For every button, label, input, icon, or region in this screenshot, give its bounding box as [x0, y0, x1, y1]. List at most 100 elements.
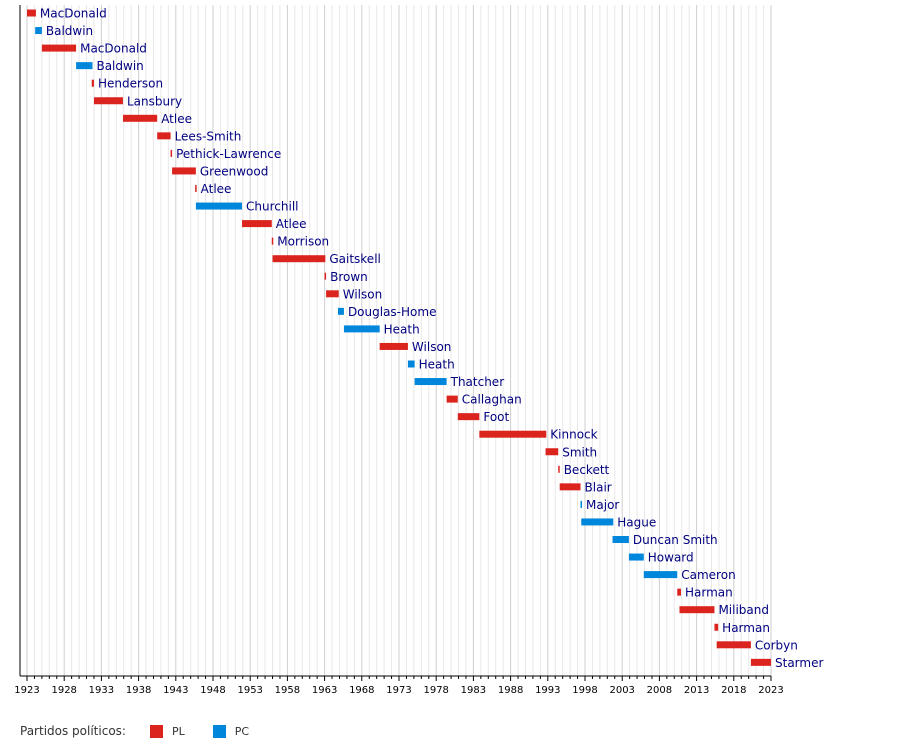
legend-swatch-pc — [212, 724, 226, 738]
timeline-bar — [242, 220, 272, 228]
timeline-bar — [479, 430, 547, 438]
x-tick-label: 2018 — [721, 685, 746, 696]
bar-label: Douglas-Home — [348, 305, 437, 319]
timeline-bar — [580, 500, 583, 508]
bar-label: Atlee — [201, 182, 232, 196]
timeline-bar — [677, 588, 681, 596]
bar-label: Lees-Smith — [175, 129, 242, 143]
chart-bars: MacDonald Baldwin MacDonald Baldwin Henderso… — [27, 7, 823, 670]
x-tick-label: 1928 — [51, 685, 76, 696]
bar-label: Baldwin — [96, 59, 143, 73]
bar-label: Heath — [419, 358, 455, 372]
x-tick-label: 1958 — [275, 685, 300, 696]
bar-label: Howard — [648, 551, 694, 565]
x-tick-label: 2003 — [609, 685, 634, 696]
timeline-bar — [76, 62, 93, 70]
timeline-bar — [195, 202, 243, 210]
timeline-bar — [379, 342, 408, 350]
timeline-bar — [407, 360, 415, 368]
timeline-bar — [414, 378, 447, 386]
timeline-bar — [326, 290, 339, 298]
bar-label: Churchill — [246, 200, 298, 214]
bar-label: Baldwin — [46, 24, 93, 38]
bar-label: Callaghan — [462, 393, 522, 407]
timeline-bar — [716, 641, 751, 649]
timeline-bar — [643, 571, 678, 579]
bar-label: Harman — [722, 621, 770, 635]
x-tick-label: 1943 — [163, 685, 188, 696]
x-tick-label: 1993 — [535, 685, 560, 696]
legend-item-pl: PL — [149, 724, 185, 738]
timeline-bar — [324, 272, 327, 280]
x-tick-label: 1988 — [498, 685, 523, 696]
bar-label: Kinnock — [550, 428, 597, 442]
x-tick-label: 2023 — [758, 685, 783, 696]
bar-label: Blair — [585, 480, 612, 494]
bar-label: Heath — [384, 322, 420, 336]
bar-label: Foot — [483, 410, 509, 424]
timeline-bar — [750, 658, 771, 666]
legend-label-pl: PL — [171, 724, 185, 738]
bar-label: Atlee — [161, 112, 192, 126]
timeline-bar — [35, 27, 42, 35]
timeline-bar — [91, 79, 94, 87]
timeline-bar — [172, 167, 196, 175]
bar-label: Henderson — [98, 77, 163, 91]
x-tick-label: 1963 — [312, 685, 337, 696]
timeline-bar — [195, 185, 197, 192]
bar-label: Thatcher — [450, 375, 505, 389]
bar-label: Starmer — [775, 656, 823, 670]
x-tick-label: 1923 — [14, 685, 39, 696]
timeline-bar — [457, 413, 480, 421]
timeline-bar — [337, 307, 344, 315]
bar-label: Duncan Smith — [633, 533, 718, 547]
bar-label: Smith — [562, 445, 597, 459]
bar-label: Miliband — [718, 603, 769, 617]
x-tick-label: 1983 — [461, 685, 486, 696]
timeline-bar — [41, 44, 77, 52]
timeline-bar — [170, 149, 173, 157]
bar-label: Harman — [685, 586, 733, 600]
timeline-bar — [122, 114, 158, 122]
timeline-chart: MacDonald Baldwin MacDonald Baldwin Henderso… — [14, 5, 823, 696]
timeline-bar — [714, 623, 719, 631]
bar-label: Wilson — [343, 287, 382, 301]
bar-label: Morrison — [277, 235, 329, 249]
bar-label: MacDonald — [40, 7, 107, 21]
legend-label-pc: PC — [234, 724, 250, 738]
timeline-bar — [581, 518, 614, 526]
timeline-bar — [157, 132, 171, 140]
x-tick-label: 1948 — [200, 685, 225, 696]
timeline-bar — [679, 606, 715, 614]
x-tick-label: 1953 — [237, 685, 262, 696]
timeline-bar — [271, 237, 274, 245]
x-tick-label: 2008 — [647, 685, 672, 696]
bar-label: Beckett — [564, 463, 610, 477]
bar-label: Greenwood — [200, 164, 268, 178]
x-tick-label: 1978 — [423, 685, 448, 696]
bar-label: Lansbury — [127, 94, 182, 108]
timeline-bar — [558, 465, 560, 473]
x-tick-label: 1933 — [89, 685, 114, 696]
timeline-bar — [27, 9, 36, 17]
x-tick-label: 2013 — [684, 685, 709, 696]
timeline-bar — [343, 325, 380, 333]
bar-label: Hague — [617, 515, 656, 529]
bar-label: MacDonald — [80, 42, 147, 56]
bar-label: Gaitskell — [329, 252, 381, 266]
timeline-bar — [545, 448, 559, 456]
timeline-bar — [272, 255, 326, 263]
bar-label: Pethick-Lawrence — [176, 147, 281, 161]
x-tick-label: 1938 — [126, 685, 151, 696]
x-tick-label: 1973 — [386, 685, 411, 696]
timeline-bar — [559, 483, 581, 491]
x-tick-label: 1998 — [572, 685, 597, 696]
bar-label: Corbyn — [755, 638, 798, 652]
bar-label: Major — [586, 498, 619, 512]
bar-label: Brown — [330, 270, 368, 284]
timeline-bar — [628, 553, 644, 561]
x-tick-label: 1968 — [349, 685, 374, 696]
legend-item-pc: PC — [212, 724, 250, 738]
legend: Partidos políticos: PL PC — [20, 722, 277, 740]
bar-label: Atlee — [276, 217, 307, 231]
